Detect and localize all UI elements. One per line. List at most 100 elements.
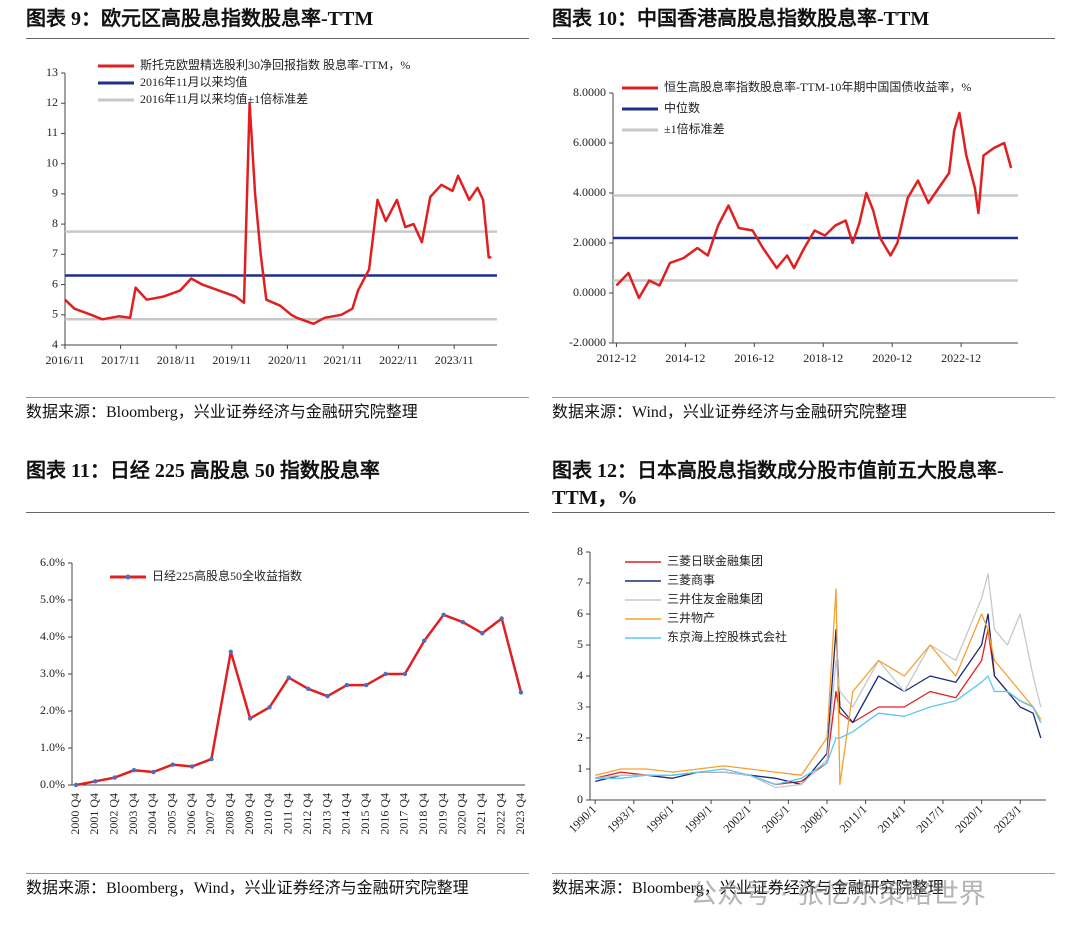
y-tick-label: 4.0000: [573, 185, 606, 199]
series-line: [595, 628, 1042, 786]
legend-label: 中位数: [664, 100, 700, 115]
series-line: [595, 588, 1042, 786]
y-tick-label: 8: [52, 216, 58, 230]
y-tick-label: 5.0%: [40, 592, 65, 606]
x-tick-label: 1993/1: [604, 802, 637, 835]
x-tick-label: 2014-12: [665, 351, 705, 365]
y-tick-label: 5: [577, 637, 583, 651]
y-tick-label: 3.0%: [40, 666, 65, 680]
y-tick-label: 1: [577, 761, 583, 775]
x-tick-label: 2021 Q4: [474, 793, 488, 835]
x-tick-label: 2008/1: [798, 802, 831, 835]
y-tick-label: 4.0%: [40, 629, 65, 643]
legend-label: 日经225高股息50全收益指数: [152, 568, 302, 583]
source-note: 数据来源：Bloomberg，兴业证券经济与金融研究院整理: [26, 404, 418, 421]
legend-label: 三井住友金融集团: [667, 591, 763, 606]
data-point: [286, 675, 292, 680]
y-tick-label: 7: [577, 575, 583, 589]
series-line: [615, 111, 1013, 300]
data-point: [73, 782, 79, 788]
x-tick-label: 2005 Q4: [164, 793, 178, 835]
separator: [552, 512, 1055, 513]
source-note: 数据来源：Bloomberg，兴业证券经济与金融研究院整理: [552, 880, 944, 897]
y-tick-label: 9: [52, 186, 58, 200]
y-tick-label: 3: [577, 699, 583, 713]
y-tick-label: 4: [52, 337, 58, 351]
x-tick-label: 2011/1: [837, 802, 870, 835]
series-line: [64, 101, 492, 326]
x-tick-label: 2015 Q4: [358, 793, 372, 835]
y-tick-label: -2.0000: [569, 335, 606, 349]
data-point: [228, 649, 233, 654]
x-tick-label: 2022/11: [379, 353, 418, 367]
y-tick-label: 6.0%: [40, 555, 65, 569]
y-tick-label: 4: [577, 668, 583, 682]
x-tick-label: 2023/1: [991, 802, 1024, 835]
legend-marker: [125, 574, 131, 580]
y-tick-label: 6.0000: [573, 135, 606, 149]
separator: [26, 512, 529, 513]
x-tick-label: 2012 Q4: [300, 793, 314, 835]
data-point: [209, 756, 214, 762]
x-tick-label: 2002 Q4: [106, 793, 120, 835]
y-tick-label: 6: [52, 276, 58, 290]
data-point: [170, 762, 175, 767]
x-tick-label: 2018-12: [803, 351, 843, 365]
x-tick-label: 1996/1: [643, 802, 676, 835]
chart-title: 图表 10：中国香港高股息指数股息率-TTM: [552, 8, 930, 30]
x-tick-label: 2016 Q4: [377, 793, 391, 835]
legend-label: 2016年11月以来均值±1倍标准差: [140, 91, 308, 106]
source-note: 数据来源：Bloomberg，Wind，兴业证券经济与金融研究院整理: [26, 880, 469, 897]
x-tick-label: 2019/11: [212, 353, 251, 367]
x-tick-label: 2023/11: [435, 353, 474, 367]
source-note: 数据来源：Wind，兴业证券经济与金融研究院整理: [552, 404, 907, 421]
data-point: [518, 690, 524, 695]
x-tick-label: 2014 Q4: [339, 793, 353, 835]
y-tick-label: 12: [46, 95, 58, 109]
x-tick-label: 2020/11: [268, 353, 307, 367]
series-line: [75, 613, 523, 787]
data-point: [383, 671, 388, 677]
x-tick-label: 2021/11: [324, 353, 363, 367]
chart-title: 图表 12：日本高股息指数成分股市值前五大股息率-TTM，%: [552, 460, 1004, 509]
y-tick-label: 8: [577, 544, 583, 558]
x-tick-label: 2005/1: [759, 802, 792, 835]
x-tick-label: 2017/1: [914, 802, 947, 835]
data-point: [267, 705, 272, 710]
data-point: [305, 686, 311, 691]
data-point: [402, 671, 408, 677]
x-tick-label: 2003 Q4: [126, 793, 140, 835]
x-tick-label: 2016-12: [734, 351, 774, 365]
x-tick-label: 2020 Q4: [455, 793, 469, 835]
data-point: [441, 612, 446, 617]
x-tick-label: 2022-12: [941, 351, 981, 365]
y-tick-label: 2.0000: [573, 235, 606, 249]
x-tick-label: 2018 Q4: [416, 793, 430, 835]
x-tick-label: 1990/1: [566, 802, 599, 835]
data-point: [131, 768, 137, 773]
y-tick-label: 1.0%: [40, 740, 65, 754]
x-tick-label: 2013 Q4: [319, 793, 333, 835]
series-line: [595, 613, 1042, 786]
x-tick-label: 2022 Q4: [493, 793, 507, 835]
data-point: [499, 616, 504, 621]
data-point: [189, 764, 195, 769]
data-point: [151, 769, 156, 775]
chart-title: 图表 11：日经 225 高股息 50 指数股息率: [26, 460, 380, 482]
data-point: [325, 694, 330, 699]
series-line: [595, 675, 1042, 786]
legend-label: 恒生高股息率指数股息率-TTM-10年期中国国债收益率，%: [664, 79, 971, 94]
separator: [552, 873, 1055, 874]
x-tick-label: 2009 Q4: [242, 793, 256, 835]
y-tick-label: 0.0000: [573, 285, 606, 299]
x-tick-label: 2014/1: [875, 802, 908, 835]
legend-label: 三井物产: [667, 611, 715, 625]
legend-label: 三菱商事: [667, 572, 715, 587]
y-tick-label: 11: [46, 125, 58, 139]
separator: [26, 38, 529, 39]
legend-label: ±1倍标准差: [664, 121, 725, 136]
x-tick-label: 2011 Q4: [281, 793, 295, 834]
x-tick-label: 2007 Q4: [203, 793, 217, 835]
